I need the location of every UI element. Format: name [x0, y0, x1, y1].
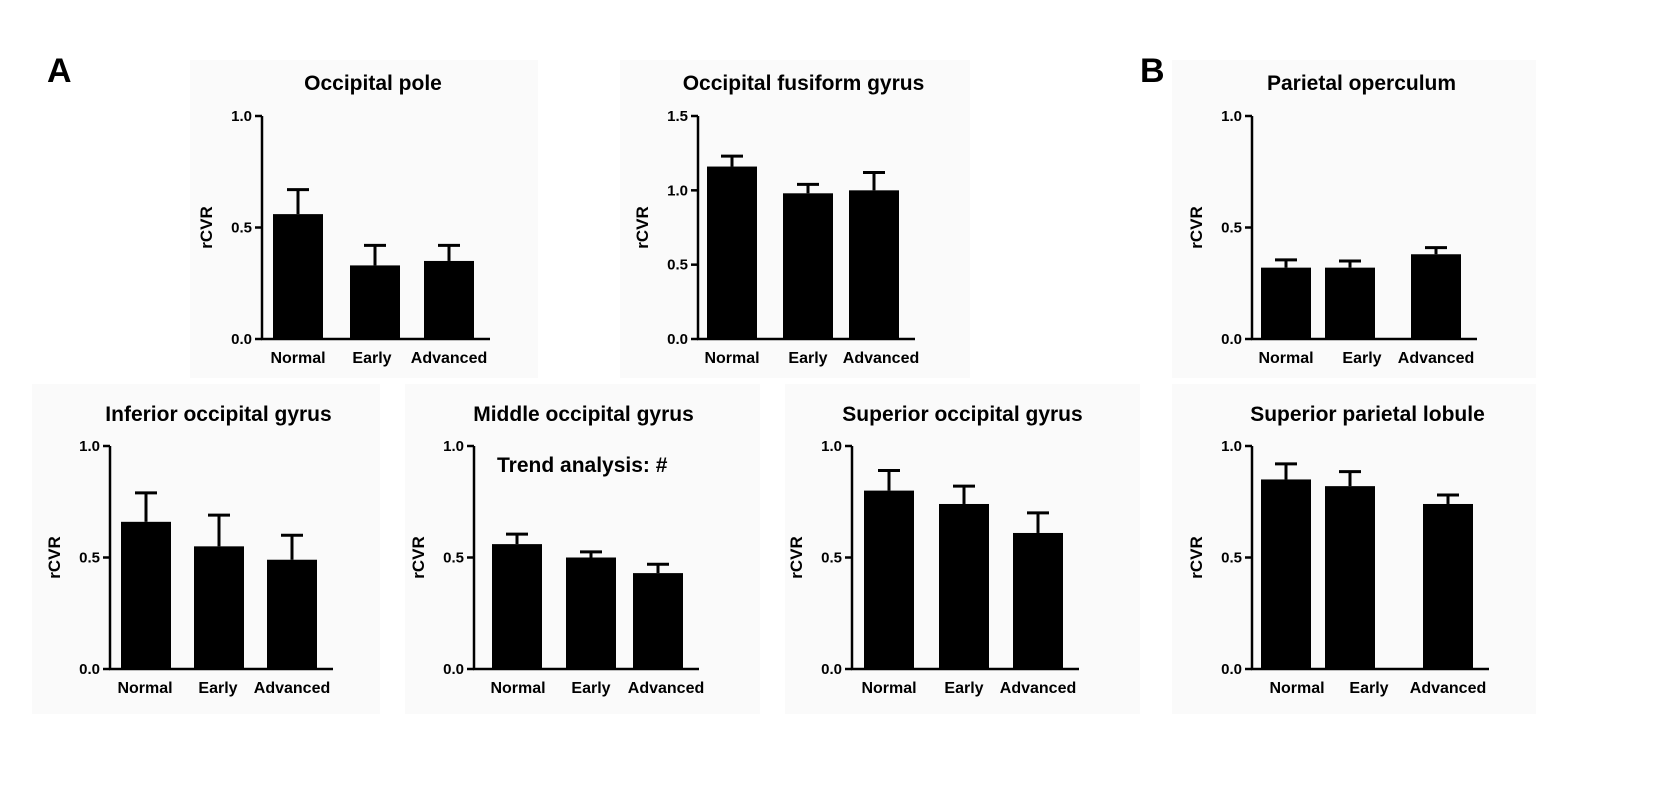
chart-title: Occipital fusiform gyrus: [683, 72, 925, 95]
y-axis-label: rCVR: [1187, 206, 1206, 249]
y-tick-label: 0.0: [1221, 331, 1242, 348]
y-axis-label: rCVR: [45, 536, 64, 579]
chart-title: Superior occipital gyrus: [842, 403, 1082, 426]
x-tick-label: Early: [1342, 350, 1381, 367]
bar-normal: [1261, 267, 1311, 339]
y-tick-label: 0.0: [1221, 661, 1242, 678]
bar-advanced: [1411, 254, 1461, 339]
x-tick-label: Early: [198, 680, 237, 697]
y-tick-label: 0.5: [1221, 220, 1242, 237]
bar-normal: [707, 166, 757, 339]
y-tick-label: 0.5: [821, 550, 842, 567]
panel-label-b: B: [1140, 52, 1165, 90]
x-tick-label: Normal: [704, 350, 759, 367]
x-tick-label: Advanced: [843, 350, 919, 367]
bar-normal: [121, 521, 171, 669]
trend-annotation: Trend analysis: #: [497, 454, 668, 477]
y-axis-label: rCVR: [1187, 536, 1206, 579]
x-tick-label: Early: [571, 680, 610, 697]
x-tick-label: Normal: [861, 680, 916, 697]
y-tick-label: 1.0: [821, 438, 842, 455]
y-tick-label: 0.5: [443, 550, 464, 567]
x-tick-label: Early: [352, 350, 391, 367]
bar-advanced: [267, 559, 317, 669]
bar-early: [1325, 267, 1375, 339]
x-tick-label: Normal: [270, 350, 325, 367]
y-axis-label: rCVR: [633, 206, 652, 249]
bar-advanced: [1423, 503, 1473, 669]
chart-panel: Occipital pole rCVR 0.0 0.5 1.0 Normal Early Ad…: [190, 60, 538, 378]
bar-advanced: [633, 573, 683, 669]
bar-early: [939, 503, 989, 669]
x-tick-label: Advanced: [254, 680, 330, 697]
chart-panel: Occipital fusiform gyrus rCVR 0.0 0.5 1.0 1.5…: [620, 60, 970, 378]
bar-early: [566, 557, 616, 669]
y-tick-label: 0.0: [231, 331, 252, 348]
chart-title: Middle occipital gyrus: [473, 403, 694, 426]
x-tick-label: Normal: [490, 680, 545, 697]
y-tick-label: 1.0: [1221, 438, 1242, 455]
bar-advanced: [424, 260, 474, 339]
bar-normal: [273, 214, 323, 339]
x-tick-label: Normal: [117, 680, 172, 697]
y-tick-label: 0.5: [79, 550, 100, 567]
x-tick-label: Normal: [1258, 350, 1313, 367]
bar-early: [1325, 486, 1375, 669]
x-tick-label: Early: [788, 350, 827, 367]
x-tick-label: Advanced: [411, 350, 487, 367]
x-tick-label: Early: [944, 680, 983, 697]
y-tick-label: 0.0: [443, 661, 464, 678]
y-tick-label: 0.0: [667, 331, 688, 348]
chart-title: Inferior occipital gyrus: [105, 403, 331, 426]
y-tick-label: 1.0: [1221, 108, 1242, 125]
chart-panel: Superior occipital gyrus rCVR 0.0 0.5 1.0 Nor…: [785, 384, 1140, 714]
y-axis-label: rCVR: [197, 206, 216, 249]
x-tick-label: Advanced: [1000, 680, 1076, 697]
y-axis-label: rCVR: [409, 536, 428, 579]
x-tick-label: Advanced: [1410, 680, 1486, 697]
y-tick-label: 0.5: [1221, 550, 1242, 567]
bar-early: [783, 193, 833, 339]
chart-title: Superior parietal lobule: [1250, 403, 1485, 426]
chart-panel: Parietal operculum rCVR 0.0 0.5 1.0 Normal Ear…: [1172, 60, 1536, 378]
panel-label-a: A: [47, 52, 72, 90]
bar-advanced: [849, 190, 899, 339]
x-tick-label: Advanced: [1398, 350, 1474, 367]
bar-early: [350, 265, 400, 339]
bar-early: [194, 546, 244, 669]
y-tick-label: 1.5: [667, 108, 688, 125]
bar-advanced: [1013, 532, 1063, 669]
bar-normal: [1261, 479, 1311, 669]
charts-container: Occipital pole rCVR 0.0 0.5 1.0 Normal Early Ad…: [32, 60, 1536, 714]
chart-panel: Inferior occipital gyrus rCVR 0.0 0.5 1.0 Nor…: [32, 384, 380, 714]
y-axis-label: rCVR: [787, 536, 806, 579]
x-tick-label: Early: [1349, 680, 1388, 697]
x-tick-label: Normal: [1269, 680, 1324, 697]
chart-title: Occipital pole: [304, 72, 442, 95]
y-tick-label: 0.5: [667, 257, 688, 274]
y-tick-label: 1.0: [231, 108, 252, 125]
y-tick-label: 0.0: [821, 661, 842, 678]
y-tick-label: 0.5: [231, 220, 252, 237]
bar-normal: [492, 544, 542, 669]
chart-title: Parietal operculum: [1267, 72, 1456, 95]
y-tick-label: 0.0: [79, 661, 100, 678]
x-tick-label: Advanced: [628, 680, 704, 697]
y-tick-label: 1.0: [443, 438, 464, 455]
y-tick-label: 1.0: [79, 438, 100, 455]
chart-panel: Superior parietal lobule rCVR 0.0 0.5 1.0 Nor…: [1172, 384, 1536, 714]
y-tick-label: 1.0: [667, 182, 688, 199]
bar-normal: [864, 490, 914, 669]
chart-panel: Middle occipital gyrus rCVR 0.0 0.5 1.0 Norma…: [405, 384, 760, 714]
